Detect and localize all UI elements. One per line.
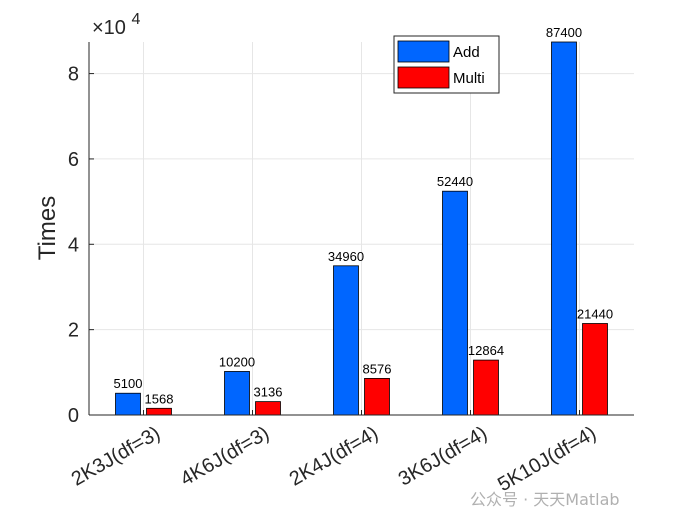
- y-multiplier-exponent: 4: [132, 11, 141, 28]
- data-label: 3136: [254, 385, 283, 400]
- data-label: 10200: [219, 354, 255, 369]
- data-label: 8576: [363, 361, 392, 376]
- legend-label-add: Add: [453, 44, 480, 61]
- data-label: 34960: [328, 249, 364, 264]
- y-axis-label: Times: [34, 196, 61, 260]
- grid-lines: [89, 42, 634, 415]
- bar-multi: [146, 407, 172, 416]
- legend-swatch-add: [397, 40, 450, 63]
- y-tick-label: 6: [68, 149, 79, 171]
- bar-multi: [255, 401, 281, 416]
- bar-add: [551, 41, 577, 416]
- bar-multi: [582, 323, 608, 416]
- legend-label-multi: Multi: [453, 70, 485, 87]
- bar-add: [224, 371, 250, 416]
- bars: [115, 41, 608, 416]
- x-tick-labels: 2K3J(df=3) 4K6J(df=3) 2K4J(df=4) 3K6J(df=4)…: [68, 410, 600, 496]
- y-multiplier-label: ×10 4: [92, 11, 141, 39]
- bar-add: [333, 265, 359, 416]
- legend: Add Multi: [393, 35, 500, 94]
- x-tick-label: 2K4J(df=4): [286, 422, 382, 490]
- watermark: 公众号 · 天天Matlab: [470, 490, 620, 509]
- data-label: 5100: [114, 376, 143, 391]
- data-label: 87400: [546, 25, 582, 40]
- y-tick-labels: 0 2 4 6 8: [68, 64, 94, 427]
- x-tick-label: 4K6J(df=3): [177, 422, 273, 490]
- y-multiplier-base: ×10: [92, 17, 126, 39]
- bar-add: [115, 392, 141, 416]
- y-tick-label: 2: [68, 320, 79, 342]
- bar-multi: [473, 359, 499, 416]
- data-label: 21440: [577, 306, 613, 321]
- legend-swatch-multi: [397, 66, 450, 89]
- data-label: 12864: [468, 343, 504, 358]
- data-label: 52440: [437, 174, 473, 189]
- y-tick-label: 0: [68, 405, 79, 427]
- x-tick-label: 2K3J(df=3): [68, 422, 164, 490]
- y-tick-label: 8: [68, 64, 79, 86]
- data-label: 1568: [145, 391, 174, 406]
- x-tick-label: 3K6J(df=4): [395, 422, 491, 490]
- y-tick-label: 4: [68, 234, 79, 256]
- bar-add: [442, 190, 468, 416]
- bar-multi: [364, 377, 390, 416]
